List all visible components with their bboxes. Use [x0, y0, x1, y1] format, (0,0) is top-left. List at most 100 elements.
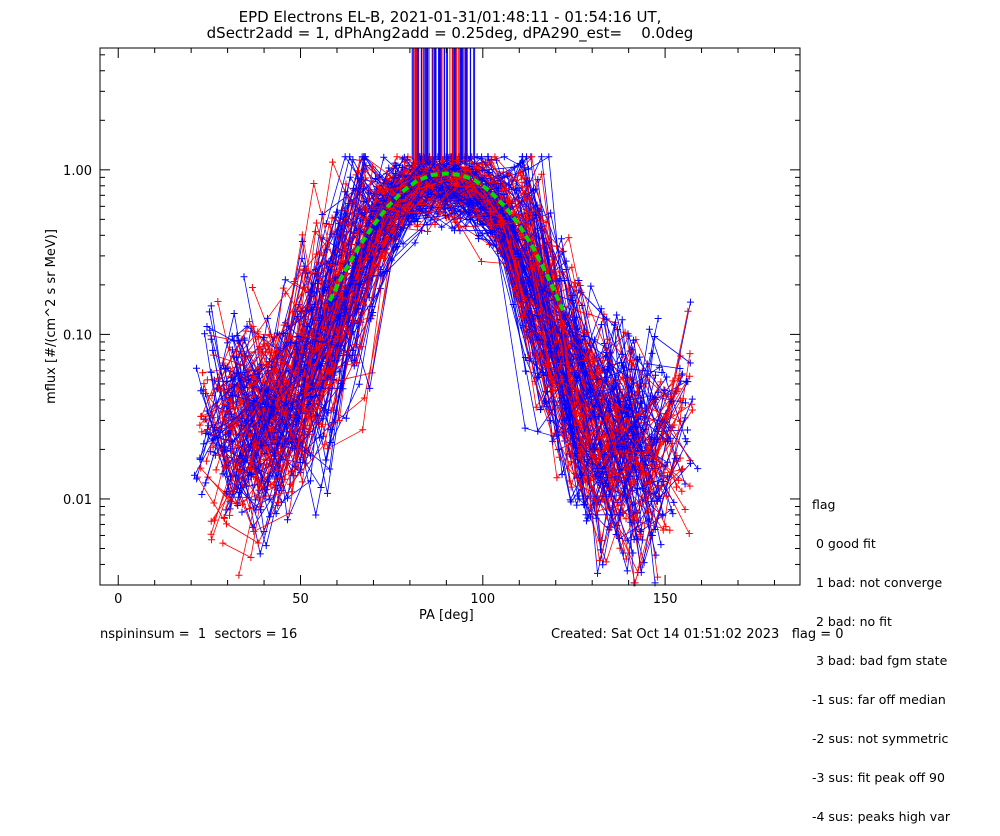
sweep-trace	[226, 200, 693, 503]
data-point-marker	[694, 465, 702, 473]
data-point-marker	[215, 451, 223, 459]
data-point-marker	[313, 250, 321, 258]
data-point-marker	[192, 364, 200, 372]
data-point-marker	[251, 442, 259, 450]
data-point-marker	[230, 310, 238, 318]
data-point-marker	[334, 342, 342, 350]
data-point-marker	[683, 438, 691, 446]
data-point-marker	[376, 173, 384, 181]
x-axis-label: PA [deg]	[419, 608, 474, 623]
data-point-marker	[681, 399, 689, 407]
data-point-marker	[295, 414, 303, 422]
data-point-marker	[465, 208, 473, 216]
sweep-trace	[206, 177, 691, 519]
data-point-marker	[279, 358, 287, 366]
chart-title: EPD Electrons EL-B, 2021-01-31/01:48:11 …	[238, 8, 662, 26]
data-point-marker	[618, 316, 626, 324]
data-point-marker	[211, 423, 219, 431]
data-point-marker	[310, 180, 318, 188]
data-point-marker	[504, 220, 512, 228]
data-point-marker	[617, 501, 625, 509]
data-point-marker	[532, 403, 540, 411]
data-point-marker	[248, 283, 256, 291]
data-point-marker	[480, 212, 488, 220]
data-point-marker	[619, 362, 627, 370]
data-point-marker	[667, 398, 675, 406]
data-point-marker	[203, 407, 211, 415]
data-point-marker	[300, 262, 308, 270]
data-point-marker	[478, 257, 486, 265]
data-point-marker	[455, 223, 463, 231]
data-point-marker	[284, 494, 292, 502]
data-point-marker	[207, 517, 215, 525]
data-point-marker	[539, 368, 547, 376]
data-point-marker	[562, 257, 570, 265]
data-point-marker	[499, 216, 507, 224]
data-point-marker	[592, 507, 600, 515]
data-point-marker	[675, 476, 683, 484]
data-point-marker	[639, 485, 647, 493]
data-point-marker	[611, 448, 619, 456]
data-point-marker	[380, 153, 388, 161]
data-point-marker	[487, 221, 495, 229]
data-point-marker	[207, 368, 215, 376]
data-point-marker	[605, 365, 613, 373]
data-point-marker	[566, 496, 574, 504]
data-point-marker	[497, 238, 505, 246]
data-point-marker	[518, 172, 526, 180]
data-point-marker	[662, 392, 670, 400]
data-point-marker	[329, 158, 337, 166]
data-point-marker	[331, 268, 339, 276]
data-point-marker	[338, 294, 346, 302]
data-point-marker	[307, 392, 315, 400]
data-point-marker	[208, 391, 216, 399]
data-point-marker	[400, 224, 408, 232]
data-point-marker	[510, 163, 518, 171]
data-point-marker	[529, 315, 537, 323]
data-point-marker	[247, 553, 255, 561]
data-point-marker	[257, 403, 265, 411]
data-point-marker	[678, 487, 686, 495]
data-point-marker	[335, 417, 343, 425]
data-point-marker	[298, 231, 306, 239]
data-point-marker	[684, 378, 692, 386]
data-point-marker	[368, 303, 376, 311]
data-point-marker	[359, 298, 367, 306]
data-point-marker	[582, 511, 590, 519]
data-point-marker	[246, 352, 254, 360]
data-point-marker	[254, 438, 262, 446]
data-point-marker	[454, 196, 462, 204]
data-point-marker	[604, 335, 612, 343]
data-point-marker	[664, 437, 672, 445]
data-point-marker	[570, 283, 578, 291]
data-point-marker	[662, 523, 670, 531]
data-point-marker	[208, 536, 216, 544]
data-point-marker	[246, 318, 254, 326]
data-point-marker	[270, 483, 278, 491]
legend-item: 0 good fit	[812, 536, 876, 551]
data-point-marker	[297, 332, 305, 340]
data-point-marker	[630, 336, 638, 344]
data-point-marker	[235, 493, 243, 501]
data-point-marker	[307, 345, 315, 353]
data-point-marker	[337, 251, 345, 259]
data-point-marker	[405, 220, 413, 228]
data-point-marker	[521, 353, 529, 361]
data-point-marker	[203, 322, 211, 330]
data-point-marker	[669, 510, 677, 518]
legend-item: 2 bad: no fit	[812, 614, 892, 629]
data-point-marker	[568, 263, 576, 271]
sweep-trace	[213, 159, 659, 540]
data-point-marker	[496, 179, 504, 187]
data-point-marker	[565, 234, 573, 242]
data-point-marker	[521, 424, 529, 432]
data-point-marker	[505, 181, 513, 189]
data-point-marker	[210, 436, 218, 444]
data-point-marker	[485, 170, 493, 178]
plot-area: 0 50 100 150 0.01 0.10 1.00 PA [deg] mflux [#/(c…	[44, 47, 801, 623]
data-point-marker	[623, 567, 631, 575]
data-point-marker	[561, 416, 569, 424]
data-point-marker	[465, 197, 473, 205]
data-point-marker	[326, 465, 334, 473]
data-point-marker	[254, 494, 262, 502]
